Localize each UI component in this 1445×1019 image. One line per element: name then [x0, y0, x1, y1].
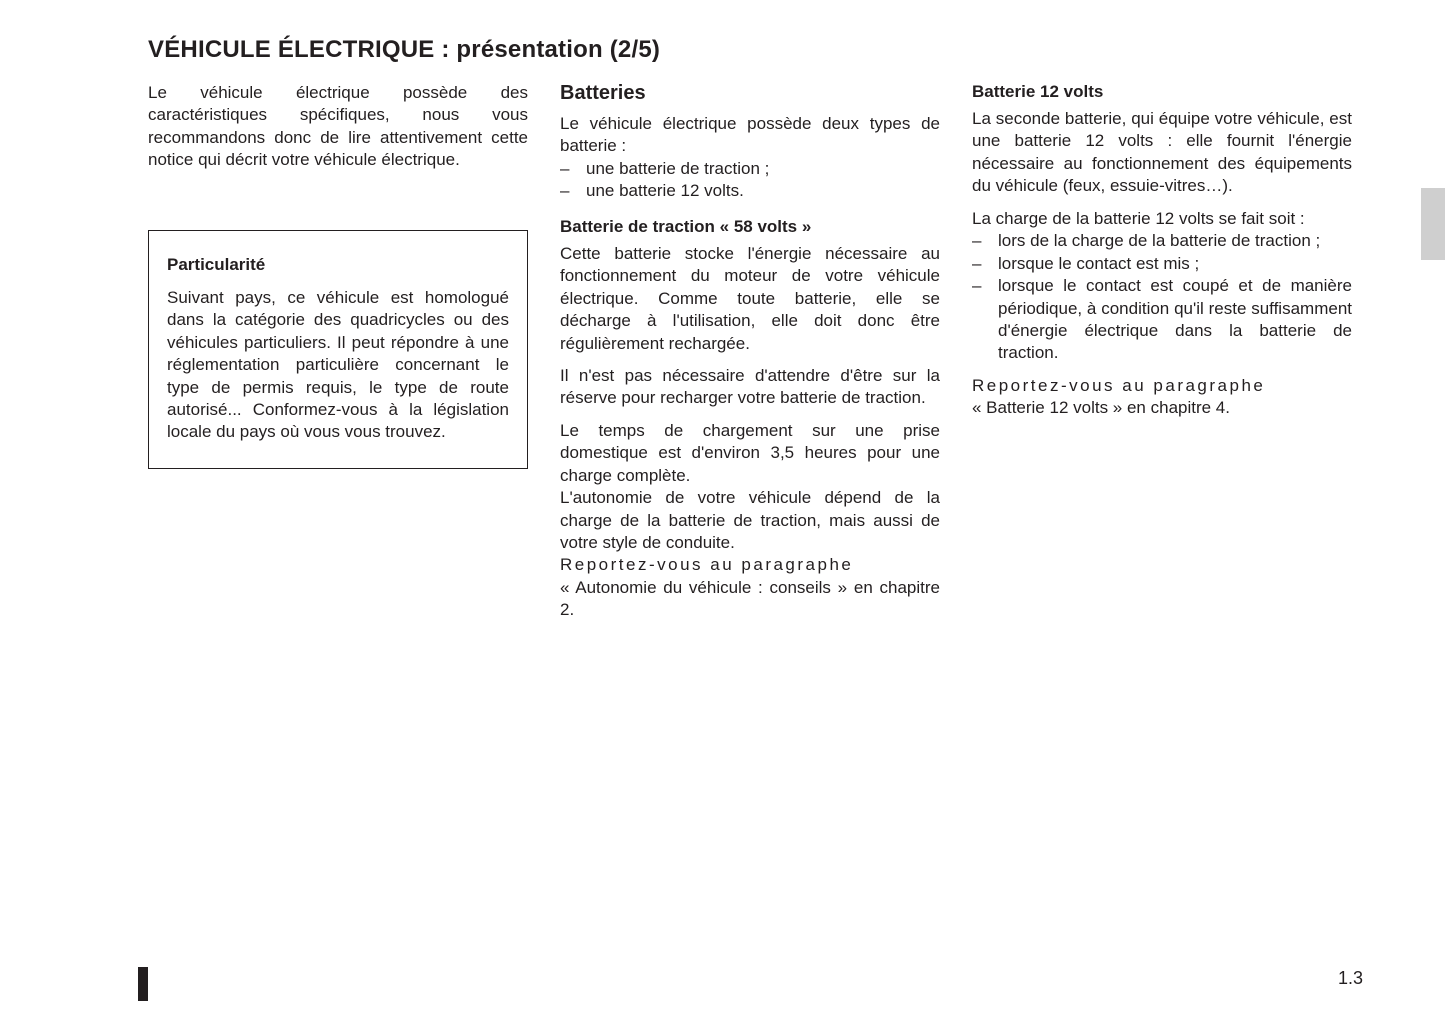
- column-2: Batteries Le véhicule électrique possède…: [560, 82, 940, 632]
- b12-p1: La seconde batterie, qui équipe votre vé…: [972, 108, 1352, 198]
- batteries-intro: Le véhicule électrique possède deux type…: [560, 113, 940, 158]
- traction-p3a: Le temps de chargement sur une prise dom…: [560, 420, 940, 487]
- b12-charge-list: lors de la charge de la batterie de trac…: [972, 230, 1352, 365]
- list-item: lors de la charge de la batterie de trac…: [972, 230, 1352, 252]
- info-box-text: Suivant pays, ce véhicule est homologué …: [167, 287, 509, 444]
- subheading-traction: Batterie de traction « 58 volts »: [560, 217, 940, 237]
- page-title: VÉHICULE ÉLECTRIQUE : présentation (2/5): [148, 36, 1445, 64]
- manual-page: VÉHICULE ÉLECTRIQUE : présentation (2/5)…: [0, 0, 1445, 1019]
- traction-ref-end: « Autonomie du véhicule : conseils » en …: [560, 577, 940, 622]
- traction-ref-spaced: Reportez-vous au paragraphe: [560, 554, 940, 576]
- battery-types-list: une batterie de traction ; une batterie …: [560, 158, 940, 203]
- column-container: Le véhicule électrique possède des carac…: [0, 82, 1445, 632]
- info-box-title: Particularité: [167, 255, 509, 275]
- spaced-text: Reportez-vous au paragraphe: [972, 376, 1265, 395]
- list-item: une batterie 12 volts.: [560, 180, 940, 202]
- b12-ref-end: « Batterie 12 volts » en chapitre 4.: [972, 397, 1352, 419]
- list-item: une batterie de traction ;: [560, 158, 940, 180]
- traction-p1: Cette batterie stocke l'énergie nécessai…: [560, 243, 940, 355]
- traction-p2: Il n'est pas nécessaire d'attendre d'êtr…: [560, 365, 940, 410]
- column-1: Le véhicule électrique possède des carac…: [148, 82, 528, 632]
- section-heading-batteries: Batteries: [560, 82, 940, 105]
- b12-p2: La charge de la batterie 12 volts se fai…: [972, 208, 1352, 230]
- intro-paragraph: Le véhicule électrique possède des carac…: [148, 82, 528, 172]
- b12-ref-spaced: Reportez-vous au paragraphe: [972, 375, 1352, 397]
- column-3: Batterie 12 volts La seconde batterie, q…: [972, 82, 1352, 632]
- side-tab-icon: [1421, 188, 1445, 260]
- list-item: lorsque le contact est mis ;: [972, 253, 1352, 275]
- list-item: lorsque le contact est coupé et de maniè…: [972, 275, 1352, 365]
- subheading-12v: Batterie 12 volts: [972, 82, 1352, 102]
- info-box: Particularité Suivant pays, ce véhicule …: [148, 230, 528, 469]
- spaced-text: Reportez-vous au paragraphe: [560, 555, 853, 574]
- traction-p3b: L'autonomie de votre véhicule dépend de …: [560, 487, 940, 554]
- footer-mark-icon: [138, 967, 148, 1001]
- page-number: 1.3: [1338, 968, 1363, 989]
